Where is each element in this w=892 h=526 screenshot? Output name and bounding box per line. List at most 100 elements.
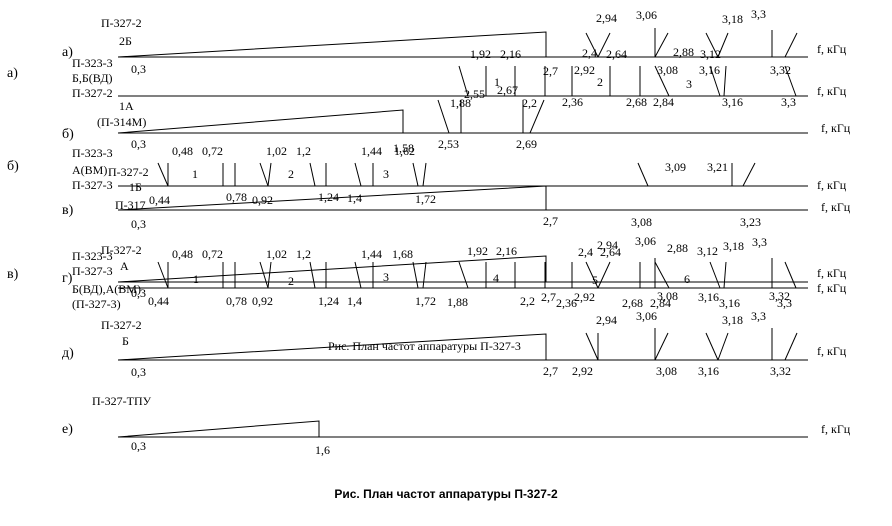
diagram-label: 1,58 [393,141,414,155]
diagram-label: 0,92 [252,193,273,207]
diagram-label: 2,94 [597,238,618,252]
diagram-label: 3,3 [781,95,796,109]
diagram-label: 3,08 [656,364,677,378]
axis-unit: f, кГц [821,200,851,214]
diagram-label: 2,16 [500,47,521,61]
diagram-label: 0,78 [226,294,247,308]
diagram-label: 1,88 [450,96,471,110]
diagram-label: 2,16 [496,244,517,258]
diagram-label: 3 [686,77,692,91]
diagram-label: 2,84 [650,296,671,310]
diagram-label: 1,4 [347,191,362,205]
diagram-label: 1 [193,272,199,286]
diagram-label: 2,92 [572,364,593,378]
diagram-label: Б [122,334,129,348]
diagram-label: 2,53 [438,137,459,151]
diagram-label: 1,88 [447,295,468,309]
diagram-label: 3,3 [751,309,766,323]
diagram-label: 3,16 [722,95,743,109]
diagram-label: 3 [383,167,389,181]
diagram-label: е) [62,422,73,437]
diagram-label: 3,08 [631,215,652,229]
diagram-label: 1,02 [266,247,287,261]
diagram-label: 0,72 [202,247,223,261]
diagram-label: 2Б [119,34,132,48]
diagram-label: 0,3 [131,286,146,300]
diagram-label: П-323-3 [72,146,113,160]
diagram-label: 2,4 [582,46,597,60]
diagram-label: 3,16 [698,290,719,304]
axis-unit-labels: f, кГц f, кГц f, кГц f, кГц f, кГц f, кГ… [817,42,851,436]
diagram-label: в) [62,203,74,218]
diagram-label: П-327-2 [101,16,142,30]
diagram-label: 3,21 [707,160,728,174]
axis-unit: f, кГц [817,281,847,295]
diagram-label: 2,7 [543,364,558,378]
diagram-label: 2 [597,75,603,89]
diagram-label: 2,2 [520,294,535,308]
diagram-label: 1,44 [361,144,382,158]
diagram-label: 3,18 [722,12,743,26]
diagram-label: (П-327-3) [72,297,121,311]
diagram-label: 2,55 [464,87,485,101]
diagram-label: 2,7 [543,64,558,78]
diagram-label: б) [7,159,19,174]
diagram-label: 3,16 [719,296,740,310]
diagram-label: 0,3 [131,137,146,151]
diagram-label: 3,12 [697,244,718,258]
diagram-label: 2,88 [673,45,694,59]
diagram-label: 3,3 [751,7,766,21]
diagram-label: 2,64 [600,245,621,259]
diagram-label: 1,92 [470,47,491,61]
diagram-label: 3,12 [700,47,721,61]
diagram-label: в) [7,267,19,282]
diagram-label: 1,2 [296,247,311,261]
diagram-label: 2,92 [574,63,595,77]
diagram-label: 2,2 [522,96,537,110]
diagram-label: П-327-2 [72,86,113,100]
diagram-label: 3,3 [752,235,767,249]
diagram-label: 1,44 [361,247,382,261]
diagram-label: П-327-2 [108,165,149,179]
diagram-label: Б,Б(ВД) [72,71,113,85]
diagram-label: 3,32 [770,364,791,378]
diagram-label: П-327-2 [101,318,142,332]
diagram-label: П-327-ТПУ [92,394,152,408]
diagram-label: П-327-2 [101,243,142,257]
diagram-label: г) [62,271,73,286]
axis-unit: f, кГц [817,42,847,56]
diagram-label: 2,4 [578,245,593,259]
diagram-label: 3,18 [722,313,743,327]
diagram-label: 1,24 [318,190,339,204]
diagram-label: 1,24 [318,294,339,308]
diagram-label: П-323-3 [72,249,113,263]
diagram-label: 3,3 [777,296,792,310]
diagram-label: 6 [684,272,690,286]
axis-unit: f, кГц [817,344,847,358]
diagram-label: 3,09 [665,160,686,174]
diagram-label: 3,23 [740,215,761,229]
row-b-lower-axis [118,162,808,187]
diagram-label: 1А [119,99,134,113]
diagram-label: 1,92 [467,244,488,258]
diagram-label: 5 [592,273,598,287]
diagram-label: 2,92 [574,290,595,304]
axis-unit: f, кГц [821,121,851,135]
diagram-label: 0,44 [149,193,170,207]
diagram-label: б) [62,127,74,142]
diagram-label: 3,08 [657,289,678,303]
diagram-label: 2,7 [541,290,556,304]
diagram-label: Рис. План частот аппаратуры П-327-3 [328,339,521,353]
diagram-label: 1 [494,75,500,89]
diagram-label: А [120,259,129,273]
axis-unit: f, кГц [817,178,847,192]
diagram-label: 1,4 [347,294,362,308]
diagram-label: 0,92 [252,294,273,308]
diagram-label: А(ВМ) [72,163,107,177]
diagram-label: 3,18 [723,239,744,253]
row-a-axis [117,28,808,58]
label-layer: а)б)в)П-327-22Ба)0,3П-323-3Б,Б(ВД)П-327-… [7,7,796,457]
diagram-label: 1,72 [415,192,436,206]
diagram-label: 1 [192,167,198,181]
